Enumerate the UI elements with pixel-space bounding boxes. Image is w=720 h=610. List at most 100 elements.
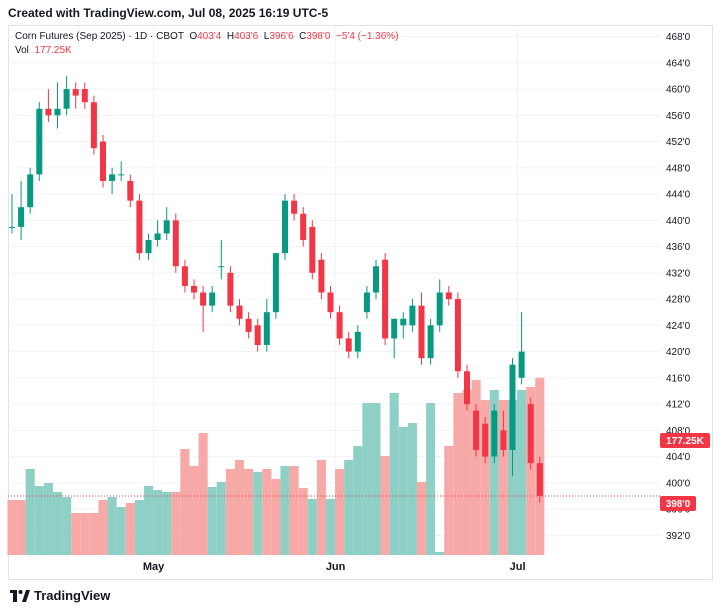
candle-body: [482, 423, 489, 457]
footer-brand[interactable]: TradingView: [10, 588, 110, 603]
volume-bar: [180, 449, 190, 555]
candle-body: [436, 292, 443, 326]
price-badge: 398'0: [660, 496, 696, 511]
candle-body: [373, 266, 379, 293]
candle-body: [400, 318, 407, 326]
candle-body: [382, 259, 389, 339]
volume-badge-text: 177.25K: [666, 436, 705, 447]
price-tick-label: 452'0: [666, 137, 691, 148]
price-tick-label: 404'0: [666, 452, 691, 463]
price-tick-label: 440'0: [666, 216, 691, 227]
volume-bar: [362, 403, 372, 555]
price-tick-label: 392'0: [666, 531, 691, 542]
volume-bar: [344, 460, 354, 555]
candle-body: [45, 108, 52, 116]
candle-body: [191, 285, 197, 293]
candle-body: [454, 299, 461, 372]
low-value: 396'6: [269, 31, 294, 42]
price-tick-label: 424'0: [666, 321, 691, 332]
candle-body: [518, 351, 525, 378]
volume-bar: [444, 446, 454, 555]
volume-bar: [289, 466, 299, 555]
volume-bar: [489, 390, 499, 555]
candle-body: [354, 331, 361, 352]
volume-bar: [298, 488, 308, 555]
candle-body: [200, 292, 207, 306]
candle-body: [509, 364, 516, 450]
candle-body: [500, 430, 507, 450]
candle-body: [345, 338, 352, 352]
time-tick-label: May: [143, 561, 165, 573]
candle-body: [63, 89, 70, 109]
candle-body: [245, 318, 252, 332]
time-tick-label: Jun: [326, 561, 346, 573]
volume-bar: [280, 466, 290, 555]
volume-bar: [143, 486, 154, 555]
candle-body: [309, 226, 316, 273]
candle-body: [18, 207, 25, 227]
time-axis[interactable]: May Jun Jul: [143, 561, 526, 573]
created-caption: Created with TradingView.com, Jul 08, 20…: [8, 6, 329, 20]
candle-body: [209, 292, 216, 306]
candle-body: [172, 220, 179, 267]
volume-bar: [371, 403, 381, 555]
price-tick-label: 464'0: [666, 58, 691, 69]
volume-bar: [134, 500, 144, 555]
candle-body: [109, 174, 116, 181]
volume-bar: [253, 472, 263, 555]
candle-body: [263, 312, 270, 345]
symbol-name: Corn Futures (Sep 2025) · 1D · CBOT: [15, 31, 184, 42]
volume-bar: [16, 500, 26, 555]
candle-body: [318, 259, 325, 293]
candle-body: [254, 325, 261, 345]
grid-lines: [8, 26, 660, 555]
candle-body: [418, 305, 425, 359]
high-value: 403'6: [234, 31, 259, 42]
volume-value: 177.25K: [34, 45, 72, 56]
price-tick-label: 400'0: [666, 478, 691, 489]
candle-body: [100, 141, 106, 181]
volume-bar: [116, 507, 126, 555]
volume-bar: [380, 456, 390, 555]
volume-bar: [517, 390, 527, 555]
candle-body: [163, 220, 170, 234]
candle-body: [282, 200, 288, 254]
volume-bar: [498, 400, 508, 555]
low-label: L: [263, 31, 270, 42]
volume-bar: [234, 460, 245, 555]
candle-body: [473, 410, 480, 450]
volume-bar: [353, 446, 363, 555]
volume-bar: [307, 499, 317, 555]
volume-bar: [471, 380, 481, 555]
candle-body: [218, 266, 225, 268]
price-tick-label: 456'0: [666, 111, 691, 122]
volume-bar: [153, 490, 163, 555]
volume-legend: Vol 177.25K: [15, 45, 72, 56]
volume-bar: [89, 513, 99, 555]
volume-bar: [262, 469, 272, 555]
candle-body: [118, 174, 125, 176]
volume-bar: [71, 513, 81, 555]
high-label: H: [226, 31, 235, 42]
volume-bar: [216, 482, 226, 555]
candle-body: [136, 200, 143, 254]
price-badge-text: 398'0: [666, 499, 691, 510]
price-tick-label: 460'0: [666, 85, 691, 96]
volume-bars: [7, 377, 545, 555]
volume-bar: [62, 497, 72, 555]
volume-bar: [416, 482, 427, 555]
candle-body: [445, 292, 452, 300]
volume-label: Vol: [15, 45, 29, 56]
price-tick-label: 412'0: [666, 400, 691, 411]
chart-frame: [8, 25, 713, 580]
volume-bar: [526, 387, 536, 555]
volume-bar: [398, 427, 408, 555]
price-axis[interactable]: 392'0396'0400'0404'0408'0412'0416'0420'0…: [666, 32, 691, 542]
close-label: C: [299, 31, 307, 42]
volume-bar: [225, 469, 235, 555]
candle-body: [272, 253, 279, 313]
price-tick-label: 436'0: [666, 242, 691, 253]
volume-bar: [189, 466, 199, 555]
volume-bar: [271, 479, 281, 555]
